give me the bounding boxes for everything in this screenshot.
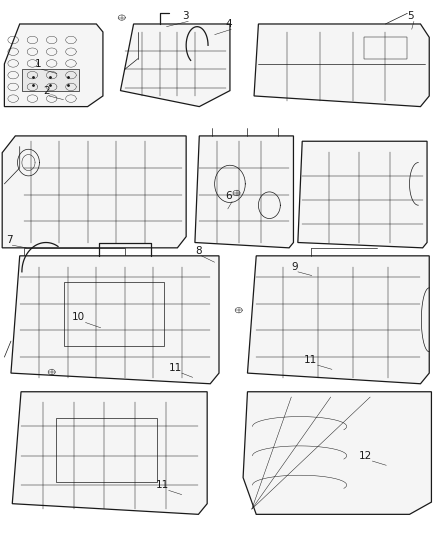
Polygon shape (195, 136, 293, 248)
Polygon shape (120, 24, 230, 107)
Text: 11: 11 (169, 363, 182, 373)
Text: 5: 5 (407, 11, 414, 21)
Polygon shape (2, 136, 186, 248)
Polygon shape (22, 69, 79, 91)
Text: 9: 9 (291, 262, 298, 272)
Polygon shape (12, 392, 207, 514)
Polygon shape (4, 24, 103, 107)
Text: 2: 2 (44, 86, 50, 96)
Polygon shape (243, 392, 431, 514)
Polygon shape (11, 256, 219, 384)
Text: 8: 8 (195, 246, 201, 256)
Text: 1: 1 (35, 59, 42, 69)
Text: 4: 4 (226, 19, 232, 29)
Text: 12: 12 (359, 451, 372, 461)
Text: 3: 3 (182, 11, 188, 21)
Text: 11: 11 (155, 480, 169, 490)
Text: 7: 7 (6, 235, 12, 245)
Polygon shape (254, 24, 429, 107)
Polygon shape (298, 141, 427, 248)
Polygon shape (247, 256, 429, 384)
Text: 10: 10 (72, 312, 85, 322)
Text: 11: 11 (304, 355, 318, 365)
Text: 6: 6 (226, 191, 232, 201)
